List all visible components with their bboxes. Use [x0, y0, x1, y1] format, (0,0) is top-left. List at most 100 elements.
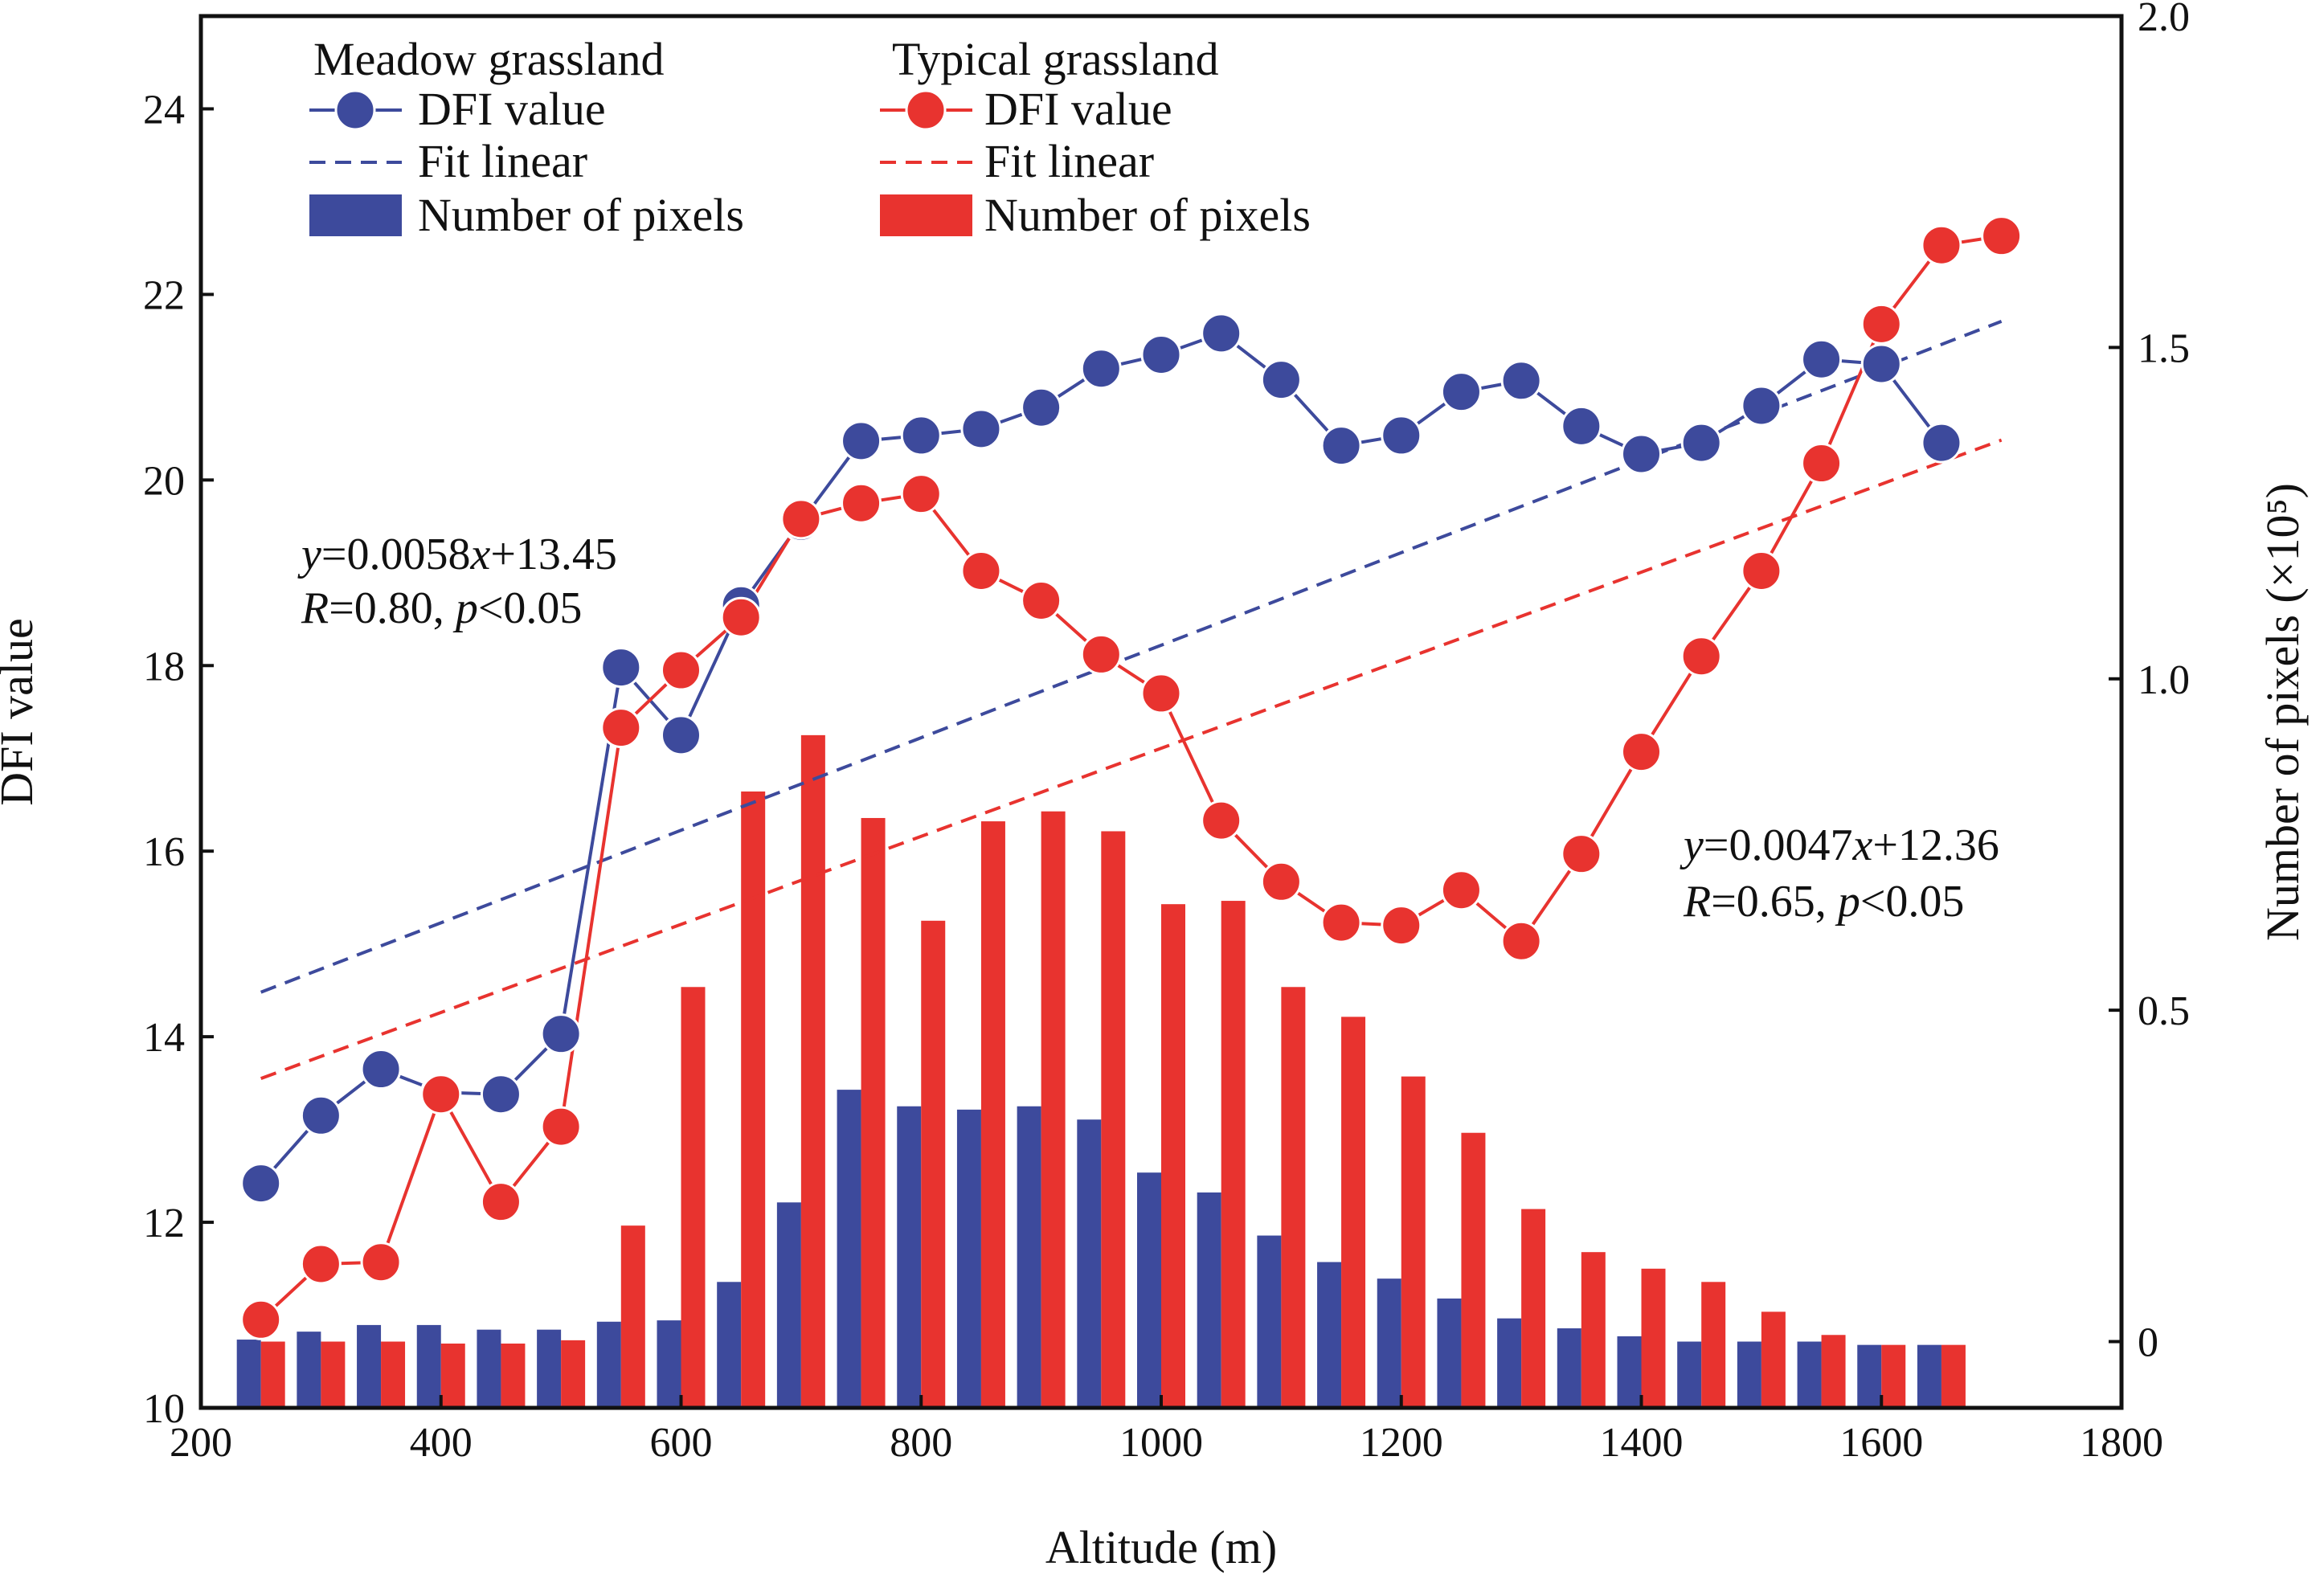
x-tick-label: 1600	[1839, 1420, 1923, 1466]
meadow-fit-equation: y=0.0058x+13.45	[297, 530, 617, 579]
y-tick-label: 10	[143, 1386, 185, 1432]
typical-pixel-bar	[1881, 1344, 1906, 1408]
meadow-dfi-marker	[1621, 433, 1662, 475]
typical-dfi-marker	[1260, 861, 1302, 902]
typical-pixel-bar	[1341, 1017, 1366, 1408]
meadow-pixel-bar	[297, 1332, 321, 1408]
meadow-pixel-bar	[1617, 1336, 1642, 1408]
typical-dfi-marker	[1381, 905, 1422, 947]
typical-pixel-bar	[1941, 1344, 1966, 1408]
meadow-pixel-bar	[1437, 1298, 1462, 1408]
meadow-pixel-bar	[1557, 1328, 1581, 1408]
meadow-dfi-marker	[841, 420, 882, 462]
meadow-dfi-marker	[1440, 371, 1482, 413]
y2-tick-label: 1.5	[2138, 325, 2190, 371]
typical-dfi-marker	[780, 498, 822, 540]
typical-fit-stats: R=0.65, p<0.05	[1683, 877, 1964, 927]
x-axis-title: Altitude (m)	[1045, 1521, 1277, 1573]
y-axis-left-ticks: 10 12 14 16 18 20 22 24	[143, 87, 214, 1432]
meadow-pixel-bar	[717, 1282, 742, 1408]
meadow-dfi-marker	[1381, 415, 1422, 456]
typical-legend-title: Typical grassland	[892, 33, 1219, 85]
typical-pixel-bar	[1581, 1252, 1606, 1408]
meadow-dfi-marker	[1080, 348, 1122, 390]
meadow-pixel-bar	[1017, 1106, 1041, 1408]
typical-fit-line	[260, 438, 2003, 1080]
typical-legend-dfi-label: DFI value	[984, 83, 1172, 135]
typical-dfi-marker	[1201, 800, 1242, 841]
y-tick-label: 24	[143, 87, 185, 133]
y2-tick-label: 2.0	[2138, 0, 2190, 40]
meadow-legend-dfi-label: DFI value	[418, 83, 606, 135]
typical-pixel-bar	[1281, 987, 1306, 1408]
meadow-dfi-marker	[480, 1074, 522, 1115]
typical-legend-bar-label: Number of pixels	[984, 189, 1311, 241]
meadow-pixel-bar	[596, 1321, 621, 1408]
x-tick-label: 1000	[1119, 1420, 1203, 1466]
meadow-pixel-bar	[1377, 1278, 1401, 1408]
meadow-pixel-bar	[357, 1324, 382, 1408]
typical-dfi-marker	[960, 550, 1002, 591]
typical-dfi-marker	[1500, 920, 1542, 962]
typical-pixel-bar	[1761, 1311, 1786, 1408]
x-tick-label: 400	[410, 1420, 473, 1466]
meadow-fit-stats: R=0.80, p<0.05	[301, 583, 582, 633]
x-axis-ticks: 200 400 600 800 1000 1200 1400 1600 1800	[170, 1395, 2163, 1466]
y2-tick-label: 1.0	[2138, 657, 2190, 703]
typical-dfi-line	[260, 234, 2002, 1321]
meadow-dfi-marker	[1801, 338, 1843, 380]
typical-pixel-bar	[1401, 1076, 1426, 1408]
typical-dfi-marker	[661, 649, 702, 691]
typical-dfi-marker	[1021, 579, 1062, 621]
annotation-meadow-fit: y=0.0058x+13.45 R=0.80, p<0.05	[297, 530, 617, 633]
y-tick-label: 16	[143, 829, 185, 875]
meadow-dfi-marker	[1320, 425, 1362, 467]
typical-pixel-bar	[921, 920, 946, 1408]
meadow-pixel-bar	[837, 1090, 861, 1408]
typical-dfi-marker	[841, 482, 882, 524]
typical-pixel-bar	[681, 987, 706, 1408]
fit-lines-layer	[260, 320, 2003, 1080]
meadow-pixel-bar	[897, 1106, 922, 1408]
meadow-legend-title: Meadow grassland	[313, 33, 665, 85]
meadow-pixel-bar	[1797, 1341, 1822, 1408]
meadow-dfi-marker	[1260, 359, 1302, 401]
typical-pixel-bar	[381, 1341, 406, 1408]
typical-dfi-marker	[420, 1074, 462, 1115]
meadow-legend-fit-label: Fit linear	[418, 135, 587, 187]
typical-fit-equation: y=0.0047x+12.36	[1680, 820, 1999, 870]
meadow-pixel-bar	[1497, 1318, 1522, 1408]
typical-dfi-marker	[1140, 673, 1182, 714]
typical-dfi-marker	[1741, 550, 1782, 591]
typical-pixel-bar	[1641, 1268, 1666, 1408]
typical-dfi-marker	[1921, 224, 1962, 266]
meadow-dfi-marker	[1140, 333, 1182, 375]
y-tick-label: 14	[143, 1015, 185, 1061]
meadow-dfi-marker	[540, 1013, 582, 1055]
typical-pixel-bar	[501, 1343, 526, 1408]
meadow-pixel-bar	[537, 1329, 562, 1408]
typical-pixel-bar	[1521, 1209, 1546, 1408]
typical-pixel-bar	[741, 791, 766, 1408]
typical-pixel-bar	[861, 817, 886, 1408]
y-axis-right-ticks: 0 0.5 1.0 1.5 2.0	[2109, 0, 2190, 1366]
meadow-pixel-bar	[1917, 1344, 1941, 1408]
meadow-pixel-bar	[1077, 1119, 1102, 1408]
meadow-dfi-marker	[1201, 313, 1242, 354]
typical-legend-marker-swatch	[905, 89, 947, 131]
x-tick-label: 800	[890, 1420, 952, 1466]
typical-pixel-bar	[1461, 1132, 1486, 1408]
meadow-dfi-marker	[1021, 387, 1062, 428]
meadow-dfi-marker	[1741, 385, 1782, 427]
typical-dfi-marker	[360, 1242, 402, 1283]
typical-dfi-marker	[1860, 303, 1902, 345]
typical-legend-bar-swatch	[880, 194, 972, 236]
markers-layer	[240, 215, 2023, 1340]
typical-pixel-bar	[980, 821, 1005, 1408]
y2-tick-label: 0	[2138, 1320, 2158, 1366]
y2-tick-label: 0.5	[2138, 988, 2190, 1034]
meadow-pixel-bar	[1857, 1344, 1882, 1408]
typical-dfi-marker	[600, 707, 642, 749]
